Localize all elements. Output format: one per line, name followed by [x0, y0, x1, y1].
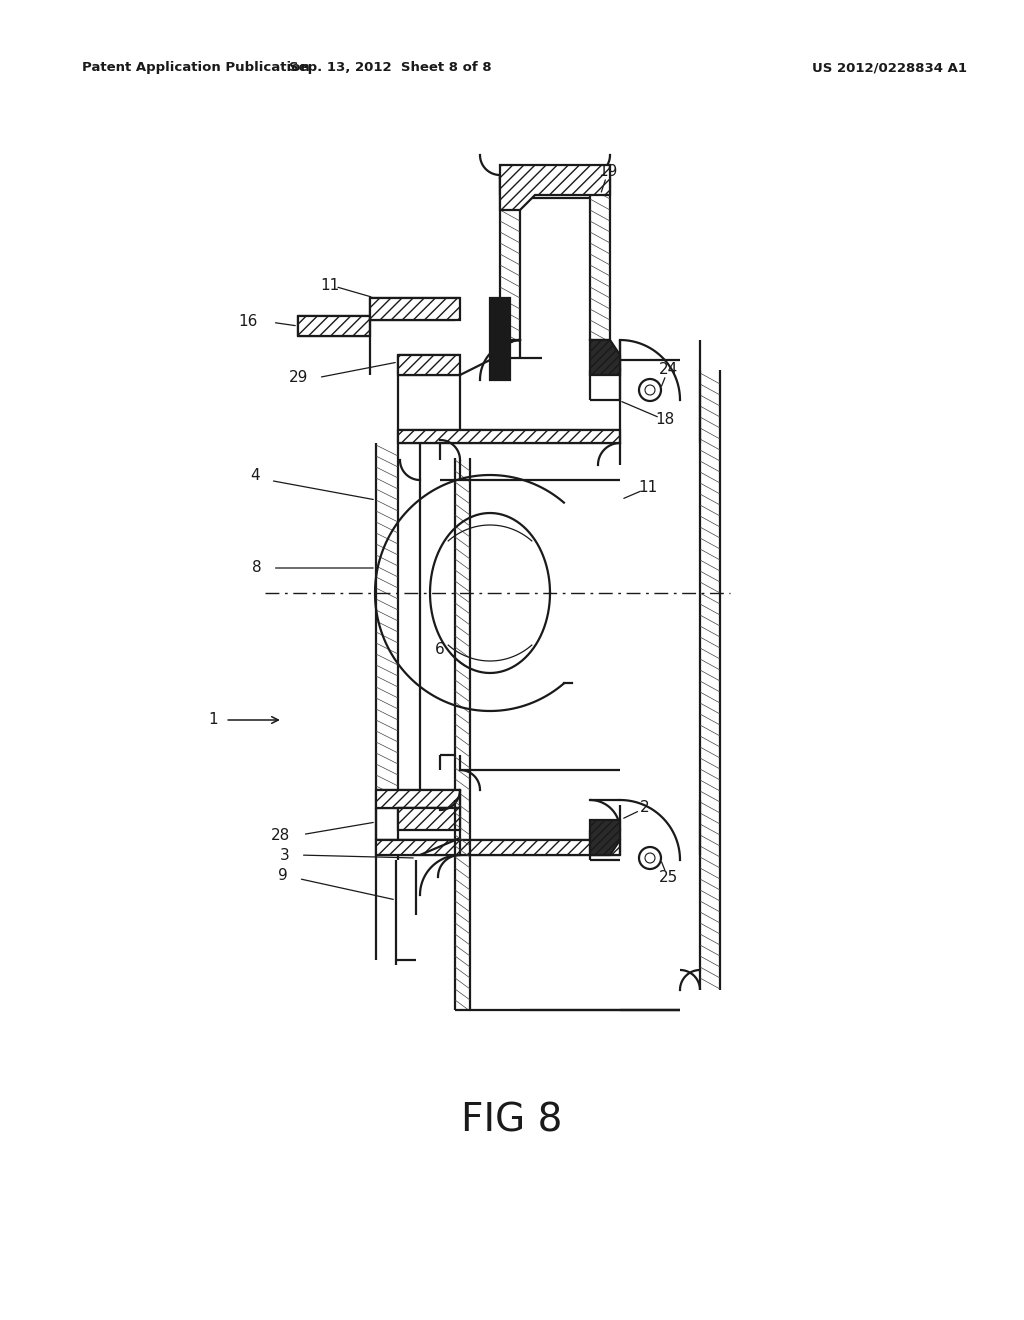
- Text: 29: 29: [289, 371, 308, 385]
- Bar: [298, 315, 370, 337]
- Text: 8: 8: [252, 561, 262, 576]
- Polygon shape: [500, 165, 610, 210]
- Polygon shape: [590, 341, 620, 375]
- Polygon shape: [590, 820, 620, 855]
- Text: 3: 3: [281, 847, 290, 862]
- Circle shape: [639, 847, 662, 869]
- Bar: [370, 298, 460, 319]
- Text: 25: 25: [658, 870, 678, 886]
- Bar: [398, 808, 460, 830]
- Text: US 2012/0228834 A1: US 2012/0228834 A1: [812, 62, 968, 74]
- Text: 6: 6: [435, 643, 444, 657]
- Text: FIG 8: FIG 8: [462, 1101, 562, 1139]
- Text: Sep. 13, 2012  Sheet 8 of 8: Sep. 13, 2012 Sheet 8 of 8: [289, 62, 492, 74]
- Polygon shape: [490, 298, 510, 380]
- Text: 28: 28: [270, 828, 290, 842]
- Text: 1: 1: [208, 713, 218, 727]
- Text: 16: 16: [239, 314, 258, 330]
- Text: 9: 9: [279, 867, 288, 883]
- Text: 18: 18: [655, 412, 675, 428]
- Bar: [398, 355, 460, 375]
- Text: 19: 19: [598, 165, 617, 180]
- Text: 11: 11: [321, 277, 340, 293]
- Text: 4: 4: [251, 467, 260, 483]
- Bar: [398, 430, 620, 444]
- Bar: [376, 840, 620, 855]
- Circle shape: [639, 379, 662, 401]
- Text: 2: 2: [640, 800, 650, 816]
- Bar: [376, 789, 460, 808]
- Text: 11: 11: [638, 480, 657, 495]
- Text: 24: 24: [658, 363, 678, 378]
- Text: Patent Application Publication: Patent Application Publication: [82, 62, 309, 74]
